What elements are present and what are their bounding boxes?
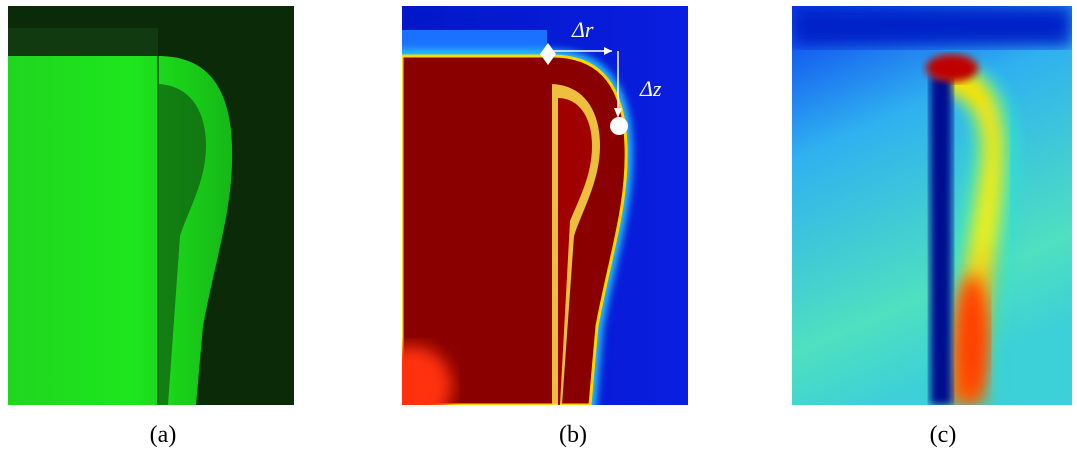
dark-band xyxy=(930,76,952,405)
annotation: Δr xyxy=(571,17,594,42)
figure: (a) Δr Δz (b) (c) xyxy=(0,0,1077,450)
top-shade xyxy=(792,6,1072,46)
corner-glow xyxy=(372,346,452,426)
hot-spot xyxy=(926,54,978,82)
lower-hot xyxy=(956,276,988,396)
panel-c-image xyxy=(792,6,1072,405)
annotation: Δz xyxy=(639,76,662,101)
circle-marker xyxy=(610,117,628,135)
fluid-region xyxy=(402,56,626,405)
panel-label: (b) xyxy=(559,422,587,448)
panel-b-image xyxy=(372,6,688,426)
panel-label: (c) xyxy=(930,422,957,448)
top-band xyxy=(8,28,158,56)
panel-label: (a) xyxy=(150,422,177,448)
fluid-region xyxy=(8,56,232,405)
panel-a-image xyxy=(8,6,294,405)
page: {"panels": [ {"label": "(a)"}, {"label":… xyxy=(0,0,1077,450)
